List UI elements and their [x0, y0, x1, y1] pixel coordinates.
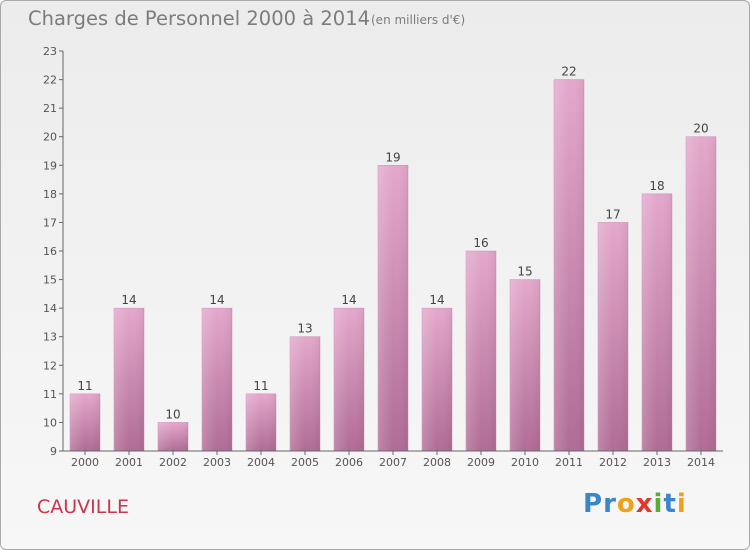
bar-value-label: 14: [209, 293, 224, 307]
y-tick-label: 12: [43, 359, 57, 372]
x-tick-label: 2004: [247, 456, 275, 469]
x-tick-label: 2009: [467, 456, 495, 469]
bar-value-label: 11: [253, 379, 268, 393]
bar-value-label: 11: [77, 379, 92, 393]
y-tick-label: 17: [43, 216, 57, 229]
y-tick-label: 14: [43, 302, 57, 315]
bar-shade: [554, 79, 584, 452]
bar-value-label: 14: [121, 293, 136, 307]
x-tick-label: 2014: [687, 456, 715, 469]
bar-value-label: 10: [165, 407, 180, 421]
bar-value-label: 19: [385, 150, 400, 164]
x-tick-label: 2010: [511, 456, 539, 469]
x-tick-label: 2000: [71, 456, 99, 469]
chart-subtitle: (en milliers d'€): [371, 13, 466, 27]
bar-shade: [158, 422, 188, 451]
y-tick-label: 19: [43, 159, 57, 172]
bar-shade: [334, 308, 364, 451]
x-tick-label: 2006: [335, 456, 363, 469]
bar-shade: [422, 308, 452, 451]
bar-value-label: 14: [341, 293, 356, 307]
x-tick-label: 2013: [643, 456, 671, 469]
logo-letter: i: [676, 489, 687, 519]
y-tick-label: 9: [50, 445, 57, 458]
bar-value-label: 20: [693, 122, 708, 136]
x-tick-label: 2002: [159, 456, 187, 469]
bar-value-label: 14: [429, 293, 444, 307]
bar-shade: [202, 308, 232, 451]
bar-shade: [114, 308, 144, 451]
bar-shade: [378, 165, 408, 452]
chart-title: Charges de Personnel 2000 à 2014: [28, 7, 371, 30]
bar-value-label: 18: [649, 179, 664, 193]
logo-letter: o: [616, 489, 636, 519]
bar-shade: [642, 193, 672, 451]
x-tick-label: 2012: [599, 456, 627, 469]
x-tick-label: 2005: [291, 456, 319, 469]
y-tick-label: 22: [43, 74, 57, 87]
bar-value-label: 13: [297, 322, 312, 336]
proxiti-logo: Proxiti: [583, 489, 687, 519]
y-tick-label: 16: [43, 245, 57, 258]
bars: 11 14 10 14 11 13 14 19 14 16 15 22 17 18 20: [69, 65, 717, 452]
y-tick-label: 21: [43, 102, 57, 115]
logo-letter: x: [635, 489, 654, 519]
y-tick-label: 15: [43, 274, 57, 287]
x-axis: 2000 2001 2002 2003 2004 2005 2006 2007 2008 2009…: [63, 450, 723, 469]
bar-shade: [290, 336, 320, 451]
logo-letter: P: [583, 489, 604, 519]
bar-value-label: 22: [561, 65, 576, 79]
bar-value-label: 17: [605, 207, 620, 221]
x-tick-label: 2007: [379, 456, 407, 469]
y-tick-label: 20: [43, 131, 57, 144]
bar-shade: [510, 279, 540, 451]
bar-shade: [686, 136, 716, 451]
y-tick-label: 10: [43, 416, 57, 429]
y-axis: 9 10 11 12 13 14 15 16 17 18 19 20 21 22 23: [43, 45, 64, 458]
bar-shade: [70, 393, 100, 451]
y-tick-label: 11: [43, 388, 57, 401]
x-tick-label: 2001: [115, 456, 143, 469]
bar-shade: [466, 251, 496, 451]
x-tick-label: 2003: [203, 456, 231, 469]
logo-letter: r: [603, 489, 617, 519]
x-tick-label: 2011: [555, 456, 583, 469]
bar-shade: [598, 222, 628, 451]
bar-shade: [246, 393, 276, 451]
logo-letter: i: [653, 489, 664, 519]
bar-value-label: 16: [473, 236, 488, 250]
y-tick-label: 18: [43, 188, 57, 201]
commune-name: CAUVILLE: [37, 496, 129, 518]
bar-value-label: 15: [517, 265, 532, 279]
logo-letter: t: [663, 489, 677, 519]
y-tick-label: 23: [43, 45, 57, 58]
x-tick-label: 2008: [423, 456, 451, 469]
y-tick-label: 13: [43, 331, 57, 344]
